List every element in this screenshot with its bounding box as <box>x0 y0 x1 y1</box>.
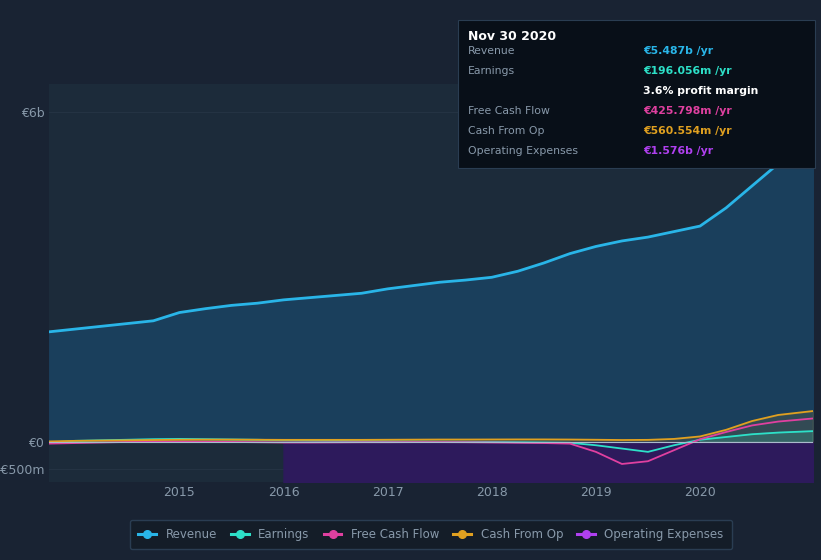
Text: Nov 30 2020: Nov 30 2020 <box>468 30 556 43</box>
Legend: Revenue, Earnings, Free Cash Flow, Cash From Op, Operating Expenses: Revenue, Earnings, Free Cash Flow, Cash … <box>130 520 732 549</box>
Text: €425.798m /yr: €425.798m /yr <box>643 106 732 116</box>
Text: Operating Expenses: Operating Expenses <box>468 146 578 156</box>
Text: €5.487b /yr: €5.487b /yr <box>643 46 713 57</box>
Text: Cash From Op: Cash From Op <box>468 126 544 136</box>
Text: €196.056m /yr: €196.056m /yr <box>643 66 732 76</box>
Text: Earnings: Earnings <box>468 66 515 76</box>
Text: Free Cash Flow: Free Cash Flow <box>468 106 550 116</box>
Text: €1.576b /yr: €1.576b /yr <box>643 146 713 156</box>
Text: 3.6% profit margin: 3.6% profit margin <box>643 86 759 96</box>
Text: Revenue: Revenue <box>468 46 516 57</box>
Text: €560.554m /yr: €560.554m /yr <box>643 126 732 136</box>
